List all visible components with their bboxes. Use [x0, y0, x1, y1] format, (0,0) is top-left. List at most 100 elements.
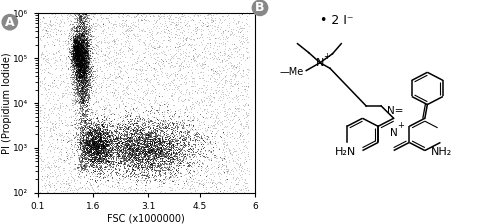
Point	[82, 75, 90, 79]
Point	[81, 38, 89, 42]
Point	[138, 18, 146, 22]
Point	[74, 46, 82, 50]
Point	[191, 150, 199, 154]
Point	[92, 161, 100, 165]
Point	[88, 133, 96, 136]
Point	[228, 159, 236, 162]
Point	[152, 149, 160, 153]
Point	[150, 138, 158, 141]
Point	[82, 65, 90, 68]
Point	[83, 54, 91, 58]
Point	[126, 145, 134, 148]
Point	[54, 96, 62, 99]
Point	[92, 48, 100, 51]
Point	[81, 61, 89, 65]
Point	[242, 181, 250, 184]
Point	[194, 119, 202, 122]
Point	[90, 151, 98, 154]
Point	[152, 140, 160, 143]
Point	[79, 48, 87, 51]
Point	[138, 165, 145, 169]
Point	[52, 51, 60, 54]
Point	[90, 146, 98, 149]
Point	[134, 152, 142, 155]
Point	[76, 92, 84, 96]
Point	[107, 145, 115, 149]
Point	[103, 159, 111, 163]
Point	[97, 138, 105, 142]
Point	[80, 26, 88, 30]
Point	[75, 55, 83, 59]
Point	[146, 143, 154, 147]
Point	[78, 40, 86, 44]
Point	[58, 121, 66, 124]
Point	[98, 107, 106, 110]
Point	[78, 46, 86, 49]
Point	[166, 140, 174, 144]
Point	[78, 70, 86, 73]
Point	[196, 152, 204, 156]
Point	[102, 82, 110, 86]
Point	[186, 171, 194, 175]
Point	[76, 26, 84, 30]
Point	[80, 55, 88, 59]
Point	[236, 26, 244, 30]
Point	[168, 135, 176, 139]
Point	[74, 93, 82, 96]
Point	[102, 58, 110, 62]
Point	[84, 137, 92, 140]
Point	[73, 73, 81, 77]
Point	[244, 126, 252, 129]
Point	[177, 129, 185, 133]
Point	[128, 62, 136, 66]
Point	[157, 29, 165, 33]
Point	[75, 54, 83, 57]
Point	[88, 29, 96, 33]
Point	[103, 140, 111, 144]
Point	[152, 51, 160, 55]
Point	[76, 90, 84, 93]
Point	[178, 150, 186, 153]
Point	[77, 57, 85, 60]
Point	[189, 128, 197, 131]
Point	[154, 108, 162, 112]
Point	[72, 87, 80, 90]
Point	[92, 159, 100, 162]
Point	[128, 136, 136, 140]
Point	[180, 141, 188, 144]
Point	[162, 177, 170, 181]
Point	[74, 39, 82, 43]
Point	[224, 56, 232, 59]
Point	[102, 116, 110, 120]
Point	[232, 51, 240, 54]
Point	[46, 188, 54, 192]
Point	[74, 67, 82, 70]
Point	[149, 136, 157, 140]
Point	[78, 95, 86, 98]
Point	[130, 163, 138, 167]
Point	[142, 153, 150, 157]
Point	[168, 80, 175, 84]
Point	[92, 87, 100, 91]
Point	[152, 26, 160, 30]
Point	[71, 63, 79, 67]
Point	[72, 54, 80, 58]
Point	[86, 62, 94, 65]
Point	[89, 64, 97, 68]
Point	[147, 152, 155, 156]
Point	[83, 69, 91, 73]
Point	[83, 81, 91, 84]
Point	[74, 37, 82, 40]
Point	[70, 75, 78, 79]
Point	[229, 170, 237, 173]
Point	[73, 47, 81, 51]
Point	[96, 156, 104, 160]
Point	[87, 146, 95, 150]
Point	[84, 96, 92, 100]
Point	[76, 54, 84, 57]
Point	[84, 33, 92, 36]
Point	[80, 149, 88, 153]
Point	[68, 54, 76, 57]
Point	[71, 126, 79, 130]
Point	[76, 53, 84, 56]
